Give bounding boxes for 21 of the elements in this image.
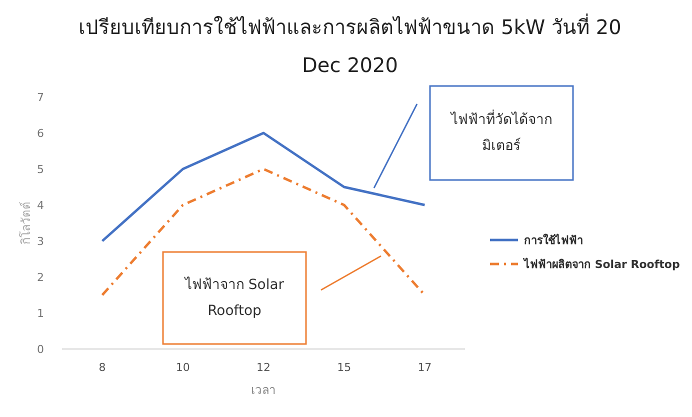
y-tick-label: 5 bbox=[37, 163, 44, 176]
x-tick-label: 17 bbox=[418, 361, 432, 374]
x-tick-label: 8 bbox=[98, 361, 106, 374]
chart-title: เปรียบเทียบการใช้ไฟฟ้าและการผลิตไฟฟ้าขนาด 5kW วันที่ 20 Dec 2020 bbox=[78, 12, 622, 79]
y-tick-label: 3 bbox=[37, 235, 44, 248]
annotation: ไฟฟ้าที่วัดได้จากมิเตอร์ bbox=[449, 108, 553, 156]
x-tick-label: 12 bbox=[256, 361, 270, 374]
y-tick-label: 0 bbox=[37, 343, 44, 356]
y-tick-label: 1 bbox=[37, 307, 44, 320]
legend-label: ไฟฟ้าผลิตจาก Solar Rooftop bbox=[522, 257, 680, 271]
y-tick-label: 4 bbox=[37, 199, 44, 212]
annotation: ไฟฟ้าจาก Solar Rooftop bbox=[183, 276, 286, 321]
line-series bbox=[101, 132, 426, 242]
x-tick-label: 15 bbox=[337, 361, 352, 374]
y-tick-label: 6 bbox=[37, 127, 44, 140]
x-tick-label: 10 bbox=[176, 361, 190, 374]
y-axis-title: กิโลวัตต์ bbox=[19, 202, 33, 244]
y-tick-label: 7 bbox=[37, 91, 44, 104]
legend-label: การใช้ไฟฟ้า bbox=[524, 233, 583, 247]
y-tick-label: 2 bbox=[37, 271, 44, 284]
x-axis-title: เวลา bbox=[251, 383, 276, 397]
